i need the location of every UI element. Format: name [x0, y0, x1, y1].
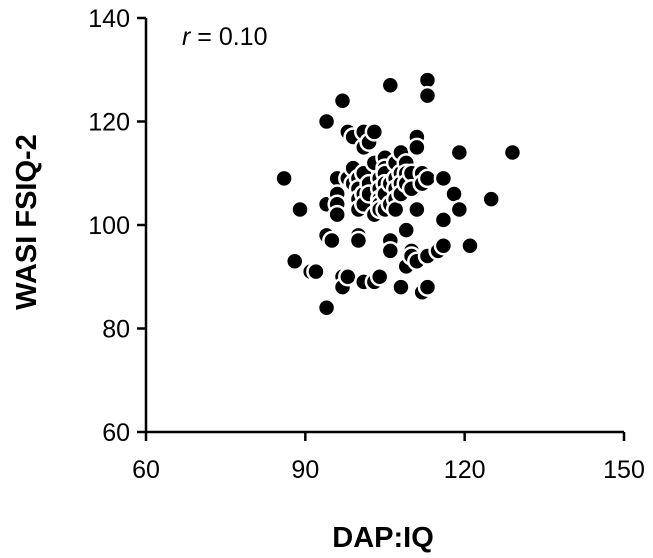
data-point: [380, 75, 401, 96]
data-point: [322, 230, 342, 251]
data-point: [364, 122, 385, 142]
data-point: [338, 267, 358, 287]
data-point: [407, 199, 427, 220]
correlation-value: = 0.10: [190, 23, 267, 51]
x-tick-label: 150: [603, 456, 645, 484]
data-point: [449, 142, 470, 163]
y-axis-title: WASI FSIQ-2: [11, 134, 43, 310]
data-point: [417, 168, 438, 189]
y-tick-label: 100: [88, 212, 130, 240]
y-tick-label: 60: [102, 419, 130, 447]
data-point: [433, 210, 454, 230]
data-point: [327, 204, 347, 225]
data-point: [348, 230, 369, 251]
data-point: [316, 298, 337, 318]
y-tick-label: 80: [102, 316, 130, 344]
ticks: 60 90 120 150 60 80 100 120 140: [88, 5, 645, 484]
data-point: [460, 235, 480, 256]
data-point: [274, 168, 294, 189]
x-axis-title: DAP:IQ: [332, 522, 434, 554]
data-point: [502, 142, 523, 163]
x-tick-label: 90: [291, 456, 319, 484]
data-point: [407, 137, 427, 158]
y-tick-label: 120: [88, 109, 130, 137]
data-point: [481, 189, 501, 209]
data-point: [306, 261, 326, 282]
data-point: [380, 241, 401, 261]
data-point: [290, 199, 310, 220]
data-point: [449, 199, 470, 220]
correlation-symbol: r: [182, 23, 192, 51]
data-point: [433, 168, 454, 189]
data-point: [396, 220, 416, 240]
y-tick-label: 140: [88, 5, 130, 33]
data-point: [284, 251, 305, 271]
data-points: [274, 70, 523, 318]
correlation-annotation: r = 0.10: [182, 23, 267, 51]
data-point: [332, 91, 353, 111]
data-point: [433, 235, 454, 256]
data-point: [391, 277, 411, 297]
data-point: [369, 267, 390, 287]
x-tick-label: 60: [132, 456, 160, 484]
data-point: [417, 277, 438, 297]
x-tick-label: 120: [444, 456, 486, 484]
data-point: [417, 85, 438, 106]
data-point: [316, 111, 337, 132]
